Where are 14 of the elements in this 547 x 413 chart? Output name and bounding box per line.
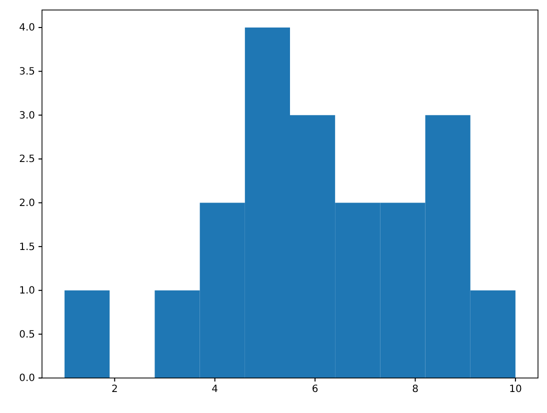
x-tick-label: 6 xyxy=(312,384,318,396)
x-tick-label: 10 xyxy=(509,384,522,396)
y-tick-label: 3.0 xyxy=(19,110,35,122)
y-tick-label: 2.5 xyxy=(19,154,35,166)
x-tick-label: 4 xyxy=(212,384,218,396)
y-tick-label: 4.0 xyxy=(19,22,35,34)
y-tick-label: 1.5 xyxy=(19,242,35,253)
y-tick-label: 3.5 xyxy=(19,66,35,78)
y-tick-label: 1.0 xyxy=(19,286,35,297)
x-tick-label: 2 xyxy=(111,384,118,396)
x-tick-label: 8 xyxy=(412,384,418,396)
y-tick-label: 0.0 xyxy=(19,373,35,384)
y-tick-label: 2.0 xyxy=(19,198,35,209)
y-tick-label: 0.5 xyxy=(19,329,35,340)
